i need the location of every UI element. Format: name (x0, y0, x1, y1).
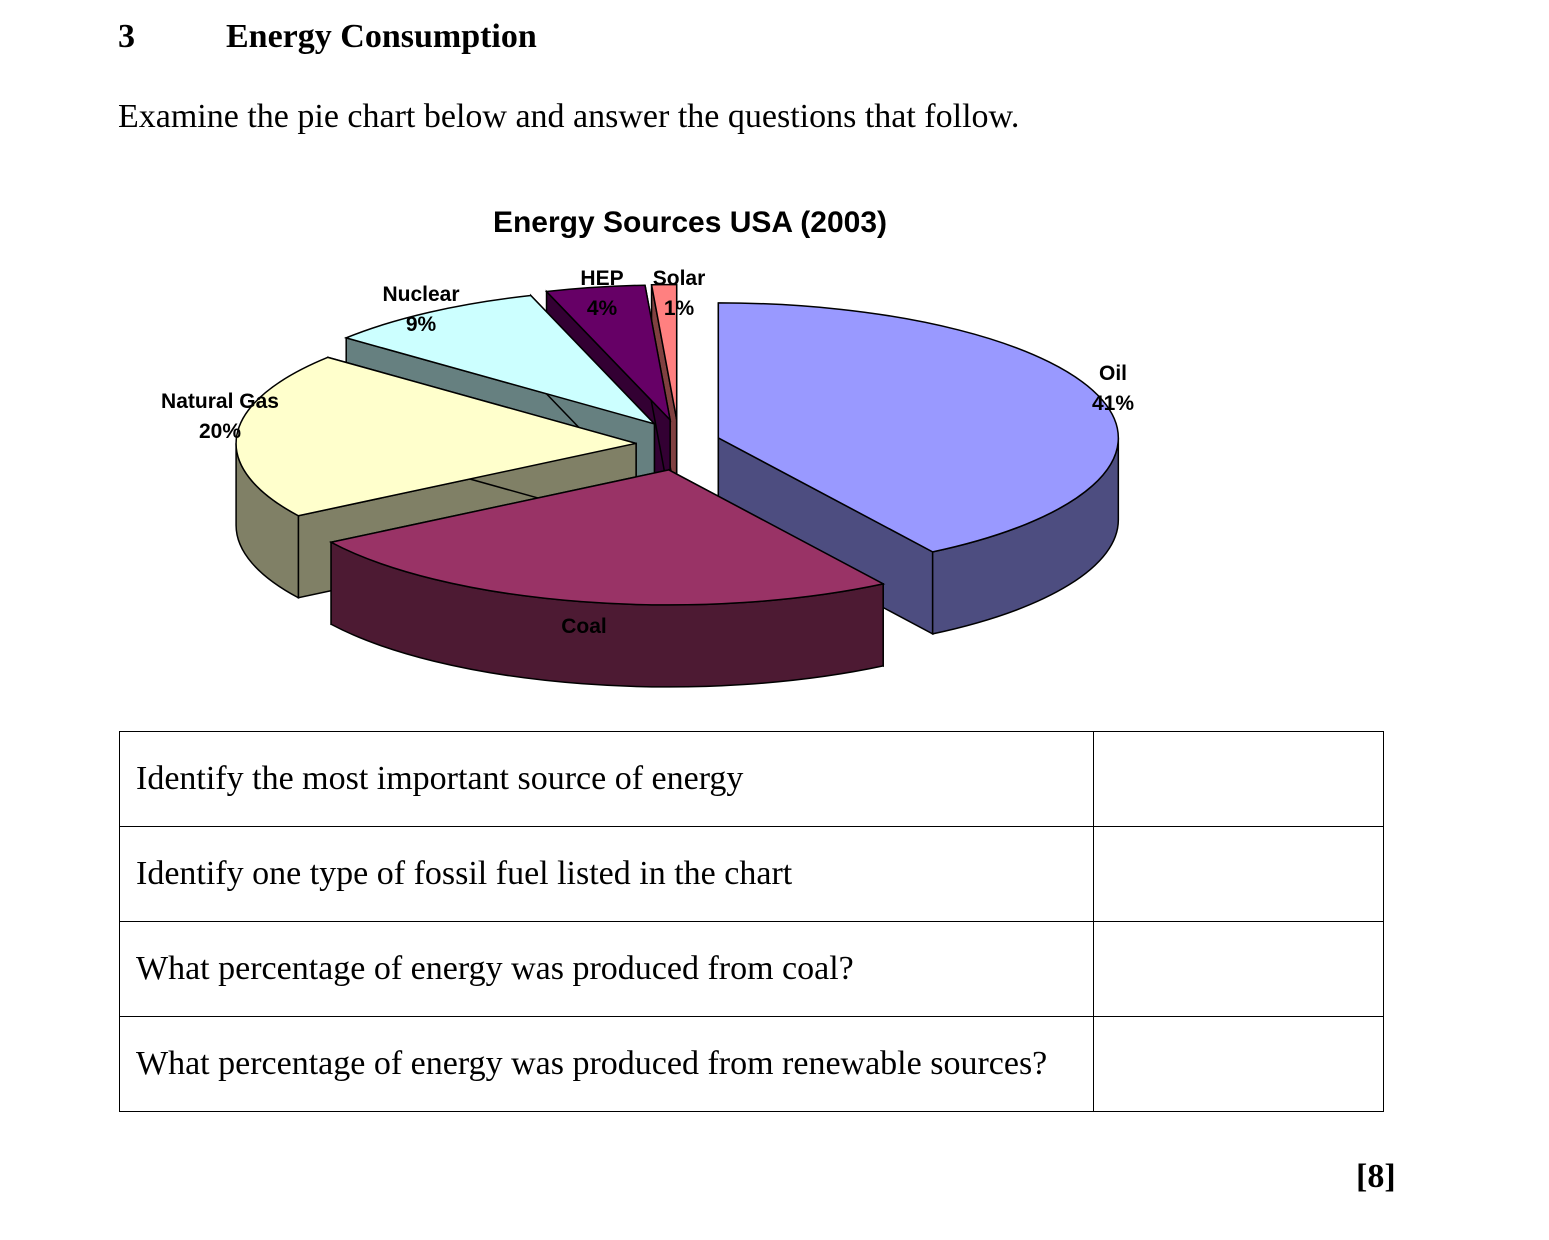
slice-label-hep: HEP (580, 267, 623, 290)
table-row: Identify one type of fossil fuel listed … (119, 826, 1384, 922)
slice-label-coal: Coal (561, 615, 607, 638)
marks-total: [8] (1356, 1158, 1396, 1195)
energy-pie-chart: Energy Sources USA (2003) Oil 41% Coal Natu… (161, 206, 1134, 688)
slice-label-oil: Oil (1099, 362, 1127, 385)
question-instruction: Examine the pie chart below and answer t… (118, 98, 1020, 135)
pie-labels: Oil 41% Coal Natural Gas 20% Nuclear 9% HEP 4% So… (161, 267, 1134, 638)
pie-slice-coal (328, 468, 886, 688)
question-cell: What percentage of energy was produced f… (119, 921, 1094, 1017)
answer-cell[interactable] (1093, 1016, 1384, 1112)
chart-title: Energy Sources USA (2003) (493, 206, 887, 239)
question-title: Energy Consumption (226, 18, 537, 55)
pie-slices (235, 283, 1120, 688)
slice-value-solar: 1% (664, 297, 695, 320)
table-row: What percentage of energy was produced f… (119, 1016, 1384, 1112)
slice-label-solar: Solar (653, 267, 706, 290)
table-row: What percentage of energy was produced f… (119, 921, 1384, 1017)
slice-value-natural-gas: 20% (199, 420, 241, 443)
answer-cell[interactable] (1093, 921, 1384, 1017)
question-cell: Identify one type of fossil fuel listed … (119, 826, 1094, 922)
question-cell: Identify the most important source of en… (119, 731, 1094, 827)
slice-value-hep: 4% (587, 297, 618, 320)
table-row: Identify the most important source of en… (119, 731, 1384, 827)
question-number: 3 (118, 18, 135, 55)
slice-value-nuclear: 9% (406, 313, 437, 336)
slice-label-natural-gas: Natural Gas (161, 390, 279, 413)
slice-value-oil: 41% (1092, 392, 1134, 415)
answer-cell[interactable] (1093, 731, 1384, 827)
questions-table: Identify the most important source of en… (119, 731, 1384, 1112)
answer-cell[interactable] (1093, 826, 1384, 922)
slice-label-nuclear: Nuclear (382, 283, 459, 306)
question-cell: What percentage of energy was produced f… (119, 1016, 1094, 1112)
